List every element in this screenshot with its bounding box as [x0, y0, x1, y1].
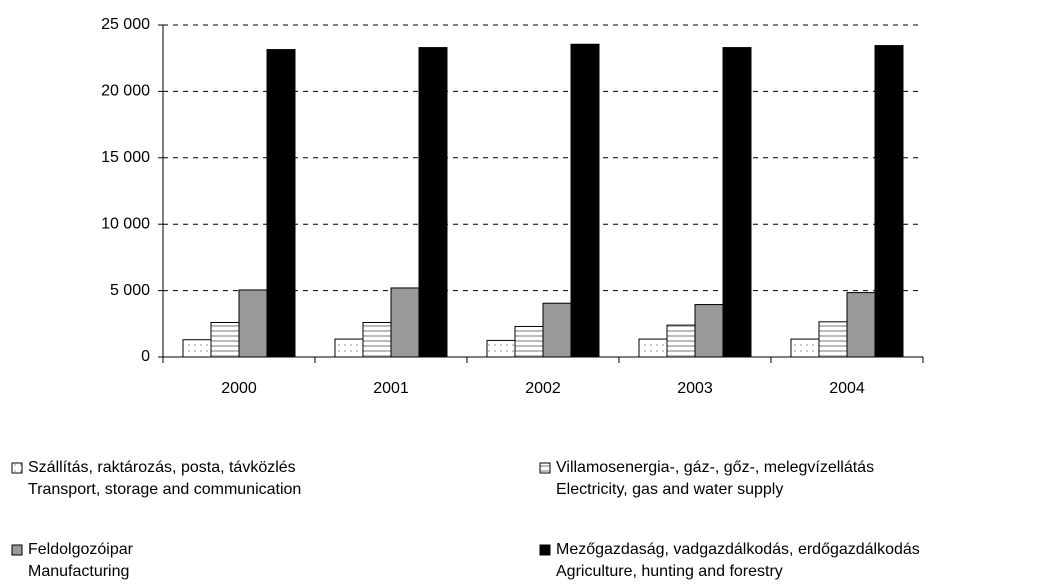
legend-swatch [539, 462, 551, 474]
bar [418, 47, 448, 358]
legend-label: Mezőgazdaság, vadgazdálkodás, erdőgazdál… [556, 541, 920, 558]
bar [846, 292, 876, 358]
x-tick-label: 2001 [373, 380, 409, 397]
x-tick-label: 2000 [221, 380, 257, 397]
y-tick-label: 20 000 [101, 83, 150, 100]
y-tick-label: 15 000 [101, 149, 150, 166]
x-tick-label: 2003 [677, 380, 713, 397]
bar [638, 338, 668, 358]
bar [210, 321, 240, 358]
x-tick-label: 2004 [829, 380, 865, 397]
bar [362, 321, 392, 358]
bar [666, 324, 696, 358]
legend-swatch [11, 544, 23, 556]
bar [818, 321, 848, 358]
legend-label: Feldolgozóipar [28, 541, 134, 558]
bar [390, 287, 420, 358]
bar [514, 325, 544, 358]
y-tick-label: 25 000 [101, 16, 150, 33]
y-tick-label: 0 [141, 348, 150, 365]
bar [334, 338, 364, 358]
bar [694, 304, 724, 358]
legend-label: Manufacturing [28, 563, 129, 580]
bar [266, 49, 296, 358]
y-tick-label: 10 000 [101, 215, 150, 232]
bar [542, 302, 572, 358]
bar [238, 289, 268, 358]
bar [722, 47, 752, 358]
bar [874, 45, 904, 358]
legend-label: Electricity, gas and water supply [556, 481, 783, 498]
legend-swatch [539, 544, 551, 556]
legend-swatch [11, 462, 23, 474]
y-tick-label: 5 000 [110, 282, 150, 299]
legend-label: Szállítás, raktározás, posta, távközlés [28, 459, 296, 476]
bar [790, 338, 820, 358]
bar [486, 339, 516, 358]
bar [182, 339, 212, 358]
x-tick-label: 2002 [525, 380, 561, 397]
bar [570, 43, 600, 358]
legend-label: Agriculture, hunting and forestry [556, 563, 783, 580]
legend-label: Villamosenergia-, gáz-, gőz-, melegvízel… [556, 459, 874, 476]
legend-label: Transport, storage and communication [28, 481, 301, 498]
